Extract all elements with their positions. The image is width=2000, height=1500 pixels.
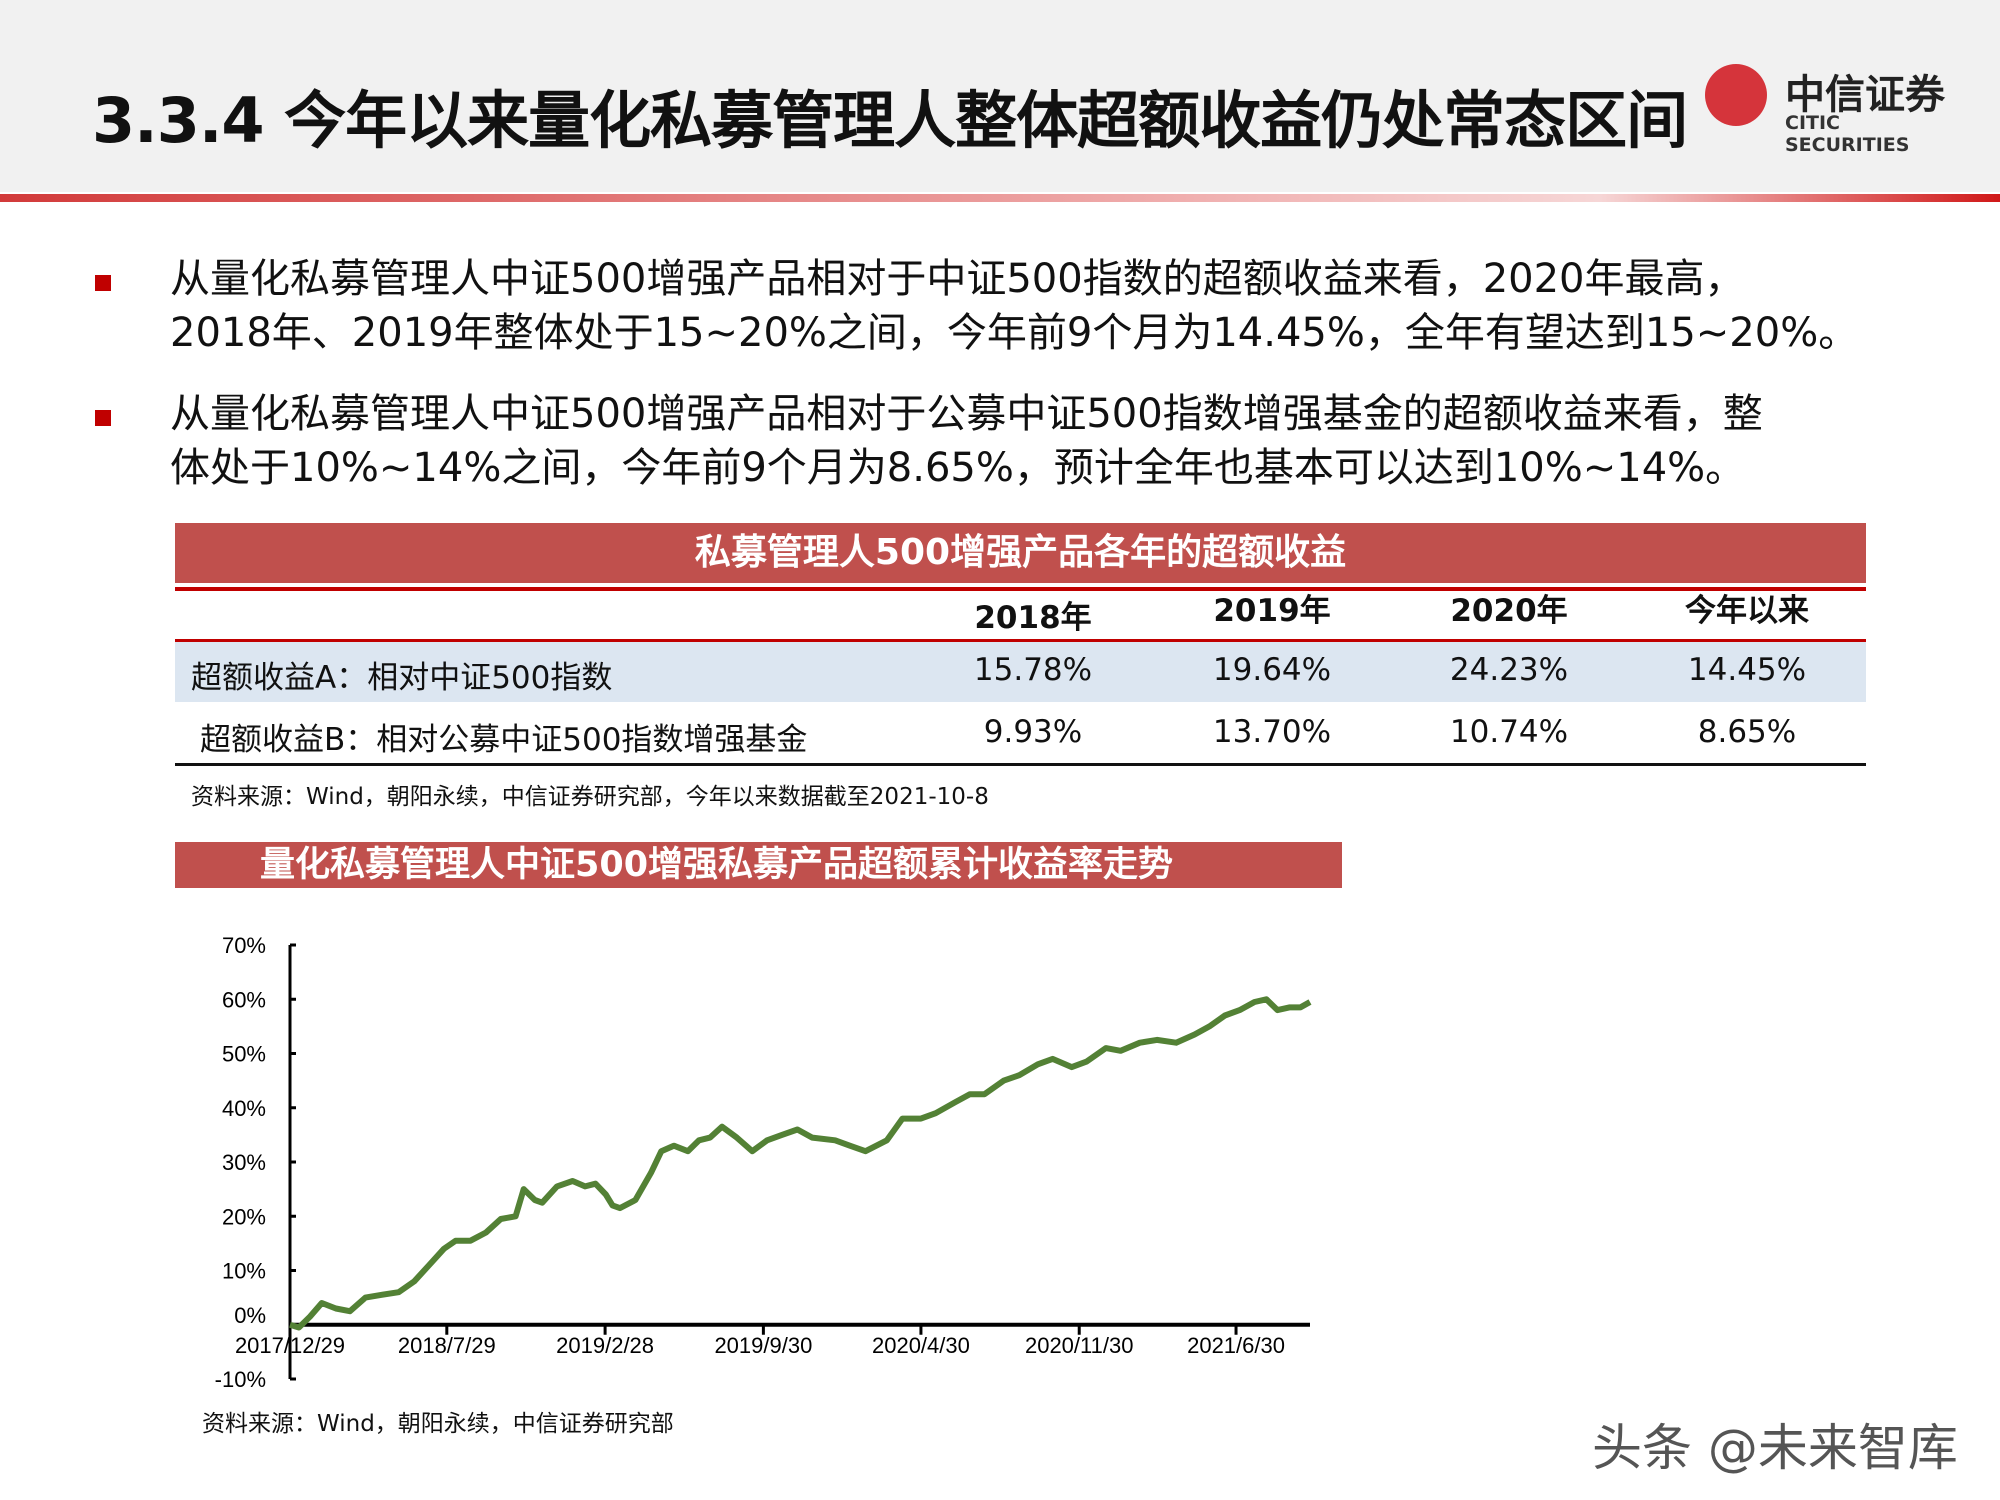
column-header: 2018年 [974,600,1092,636]
column-header: 2020年 [1450,593,1568,629]
bullet-text-2: 从量化私募管理人中证500增强产品相对于公募中证500指数增强基金的超额收益来看… [170,387,1970,495]
column-header: 今年以来 [1685,593,1809,629]
logo-emblem-icon [1705,64,1767,126]
column-header: 2019年 [1213,593,1331,629]
y-tick-label: 70% [222,933,266,958]
row-label: 超额收益A：相对中证500指数 [191,660,613,696]
y-tick-label: 10% [222,1259,266,1284]
table-bottom-rule [175,763,1866,766]
chart-source: 资料来源：Wind，朝阳永续，中信证券研究部 [202,1411,674,1437]
y-tick-label: 30% [222,1150,266,1175]
table-cell: 10.74% [1449,714,1569,750]
table-cell: 14.45% [1687,652,1807,688]
table-cell: 13.70% [1212,714,1332,750]
table-cell: 19.64% [1212,652,1332,688]
series-line [289,996,1312,1331]
y-tick-label: 0% [234,1303,266,1328]
header-divider [0,194,2000,202]
row-label: 超额收益B：相对公募中证500指数增强基金 [200,722,808,758]
bullet-line: 从量化私募管理人中证500增强产品相对于中证500指数的超额收益来看，2020年… [170,256,1745,302]
watermark: 头条 @未来智库 [1592,1419,1958,1477]
header-rule [175,639,1866,642]
x-tick-label: 2020/4/30 [872,1333,970,1358]
table-row-a-bg [175,642,1866,702]
table-cell: 8.65% [1697,714,1797,750]
table-title: 私募管理人500增强产品各年的超额收益 [175,523,1866,583]
y-tick-label: 20% [222,1204,266,1229]
bullet-icon [95,275,111,291]
x-tick-label: 2019/2/28 [556,1333,654,1358]
y-tick-label: 50% [222,1042,266,1067]
citic-logo: 中信证券 CITIC SECURITIES [1700,62,1960,156]
y-tick-label: 60% [222,987,266,1012]
bullet-line: 2018年、2019年整体处于15~20%之间，今年前9个月为14.45%，全年… [170,310,1859,356]
y-tick-label: -10% [215,1367,266,1392]
y-tick-label: 40% [222,1096,266,1121]
bullet-icon [95,410,111,426]
x-tick-label: 2018/7/29 [398,1333,496,1358]
table-source: 资料来源：Wind，朝阳永续，中信证券研究部，今年以来数据截至2021-10-8 [191,784,989,810]
table-top-rule [175,587,1866,591]
x-tick-label: 2021/6/30 [1187,1333,1285,1358]
bullet-line: 从量化私募管理人中证500增强产品相对于公募中证500指数增强基金的超额收益来看… [170,391,1763,437]
bullet-text-1: 从量化私募管理人中证500增强产品相对于中证500指数的超额收益来看，2020年… [170,252,1970,360]
logo-cn: 中信证券 [1785,71,1945,118]
header-band [0,0,2000,192]
table-cell: 9.93% [983,714,1083,750]
x-tick-label: 2017/12/29 [235,1333,345,1358]
chart-title: 量化私募管理人中证500增强私募产品超额累计收益率走势 [175,842,1342,888]
x-tick-label: 2019/9/30 [714,1333,812,1358]
x-tick-label: 2020/11/30 [1025,1333,1133,1358]
bullet-line: 体处于10%~14%之间，今年前9个月为8.65%，预计全年也基本可以达到10%… [170,445,1746,491]
logo-en: CITIC SECURITIES [1785,112,1910,156]
page-title: 3.3.4 今年以来量化私募管理人整体超额收益仍处常态区间 [92,84,1688,157]
table-cell: 15.78% [973,652,1093,688]
table-cell: 24.23% [1449,652,1569,688]
